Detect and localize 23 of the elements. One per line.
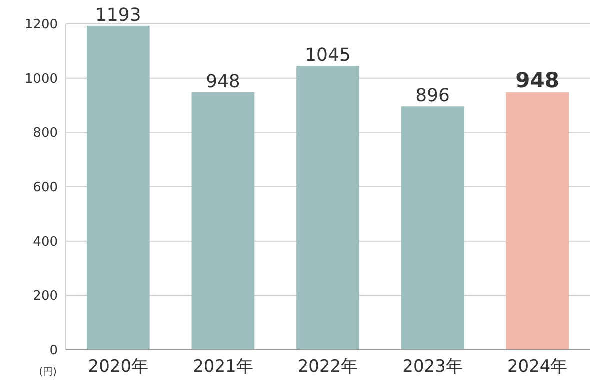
data-label: 948 [516,68,560,92]
bar [296,66,360,350]
bar [192,92,255,350]
y-tick-label: 200 [33,289,58,304]
y-tick-label: 600 [33,180,58,196]
y-axis-title: (円) [39,367,57,378]
data-label: 948 [206,71,240,92]
y-tick-label: 1200 [24,18,58,33]
x-tick-label: 2024年 [507,357,568,377]
y-tick-label: 0 [50,344,58,359]
bar [506,92,570,350]
data-label: 1045 [305,45,351,66]
y-tick-label: 400 [33,234,58,250]
x-tick-label: 2023年 [402,357,463,377]
x-tick-label: 2021年 [193,357,254,377]
x-tick-label: 2022年 [298,357,358,377]
x-tick-label: 2020年 [88,357,149,377]
y-tick-label: 1000 [24,72,58,87]
bar [86,26,150,350]
data-label: 896 [416,86,450,107]
y-tick-label: 800 [33,126,58,142]
bar [401,106,464,350]
data-label: 1193 [95,4,142,26]
